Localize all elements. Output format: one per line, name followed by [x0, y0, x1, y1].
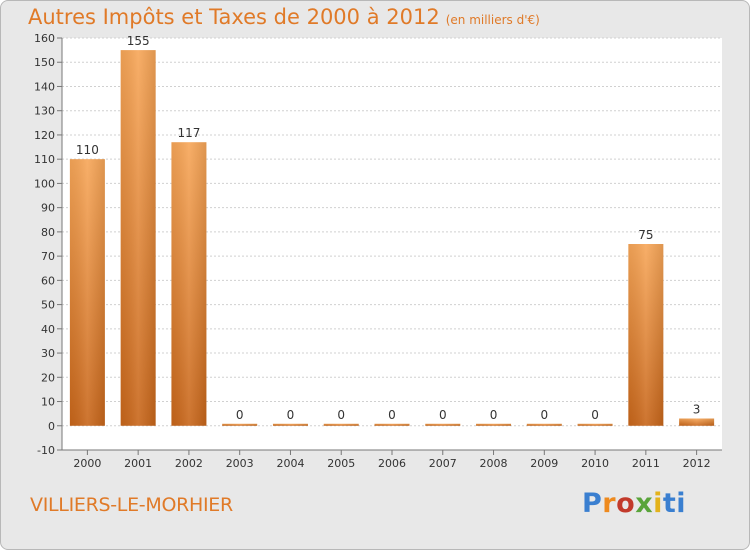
y-tick-label: 90: [41, 202, 55, 215]
bar-shade-2002: [171, 142, 207, 426]
y-tick-label: 60: [41, 274, 55, 287]
data-label: 0: [591, 408, 599, 422]
x-tick-label: 2012: [683, 457, 711, 470]
proxiti-logo-text: Proxiti: [582, 488, 687, 519]
data-label: 0: [439, 408, 447, 422]
bar-shade-2012: [679, 418, 715, 426]
x-tick-label: 2008: [480, 457, 508, 470]
data-labels: 110 155 117 0 0 0 0 0 0 0 0 75 3: [76, 34, 701, 422]
x-tick-label: 2000: [73, 457, 101, 470]
data-label: 0: [540, 408, 548, 422]
y-tick-label: 130: [34, 105, 55, 118]
data-label: 0: [337, 408, 345, 422]
bars: [69, 50, 715, 426]
plot-area: [62, 38, 722, 450]
bar-shade-2008: [476, 423, 512, 426]
bar-shade-2011: [628, 244, 664, 426]
data-label: 0: [388, 408, 396, 422]
bar-shade-2005: [323, 423, 359, 426]
y-tick-label: 140: [34, 80, 55, 93]
x-tick-label: 2009: [530, 457, 558, 470]
chart-title: Autres Impôts et Taxes de 2000 à 2012 (en…: [28, 5, 540, 29]
x-tick-label: 2003: [226, 457, 254, 470]
data-label: 117: [177, 126, 200, 140]
data-label: 0: [236, 408, 244, 422]
data-label: 3: [693, 402, 701, 416]
y-tick-label: 20: [41, 371, 55, 384]
y-tick-label: 10: [41, 396, 55, 409]
chart-title-text: Autres Impôts et Taxes de 2000 à 2012: [28, 5, 440, 29]
data-label: 75: [638, 228, 653, 242]
y-tick-label: 0: [48, 420, 55, 433]
y-tick-label: -10: [37, 444, 55, 457]
x-axis: 2000 2001 2002 2003 2004 2005 2006 2007 2008 2009…: [73, 450, 711, 470]
x-tick-label: 2002: [175, 457, 203, 470]
data-label: 155: [127, 34, 150, 48]
bar-shade-2006: [374, 423, 410, 426]
x-tick-label: 2010: [581, 457, 609, 470]
bar-shade-2000: [69, 159, 105, 426]
x-tick-label: 2011: [632, 457, 660, 470]
data-label: 110: [76, 143, 99, 157]
bar-shade-2001: [120, 50, 156, 426]
y-axis: -10 0 10 20 30 40 50 60 70 80 90 100 110 120 130 140 150…: [34, 32, 62, 457]
data-label: 0: [490, 408, 498, 422]
y-tick-label: 80: [41, 226, 55, 239]
bar-shade-2007: [425, 423, 461, 426]
x-tick-label: 2004: [276, 457, 304, 470]
bar-shade-2003: [222, 423, 258, 426]
y-tick-label: 120: [34, 129, 55, 142]
chart-unit: (en milliers d'€): [445, 13, 540, 27]
y-tick-label: 160: [34, 32, 55, 45]
y-tick-label: 40: [41, 323, 55, 336]
y-tick-label: 110: [34, 153, 55, 166]
y-tick-label: 30: [41, 347, 55, 360]
y-tick-label: 70: [41, 250, 55, 263]
bar-shade-2010: [577, 423, 613, 426]
x-tick-label: 2005: [327, 457, 355, 470]
bar-shade-2009: [526, 423, 562, 426]
y-tick-label: 150: [34, 56, 55, 69]
y-tick-label: 100: [34, 177, 55, 190]
proxiti-logo: Proxiti: [582, 488, 686, 519]
x-tick-label: 2006: [378, 457, 406, 470]
x-tick-label: 2001: [124, 457, 152, 470]
x-tick-label: 2007: [429, 457, 457, 470]
data-label: 0: [287, 408, 295, 422]
commune-name: VILLIERS-LE-MORHIER: [30, 494, 233, 516]
y-tick-label: 50: [41, 299, 55, 312]
bar-shade-2004: [272, 423, 308, 426]
